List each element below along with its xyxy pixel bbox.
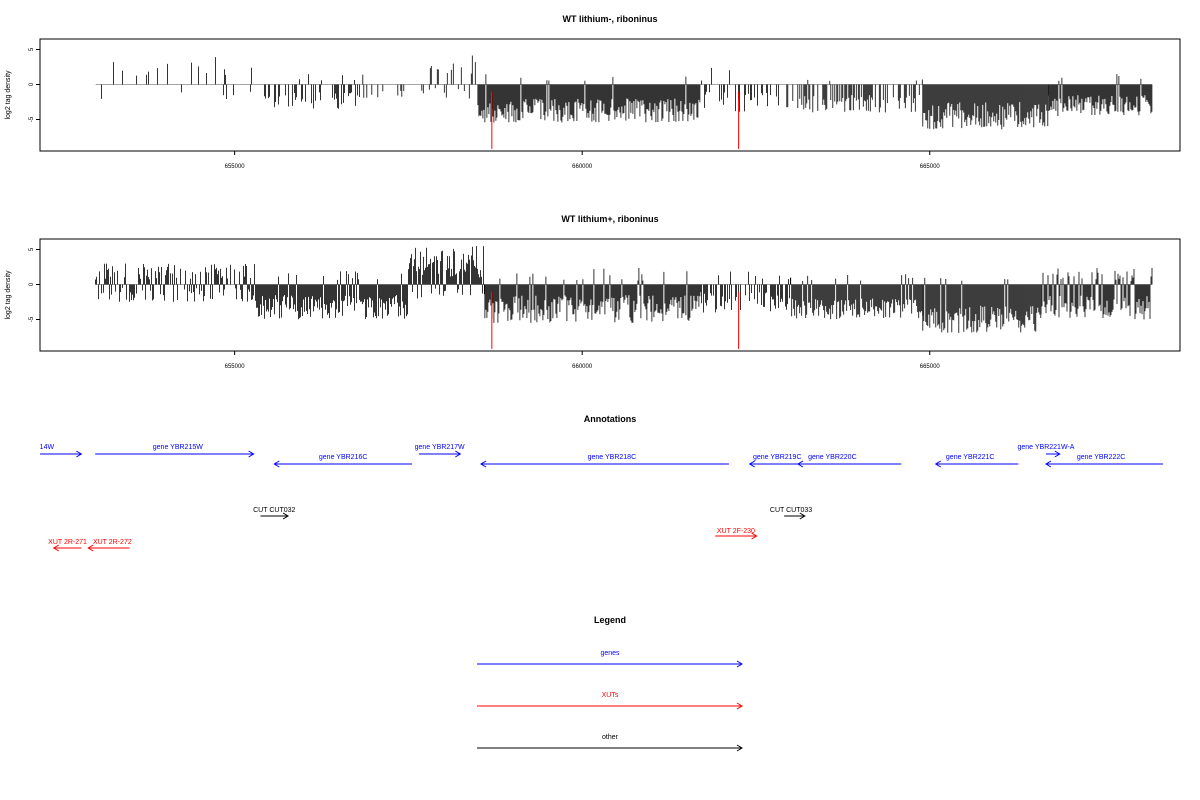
y-axis-label: log2 tag density: [5, 270, 12, 320]
x-tick-label: 665000: [920, 364, 941, 370]
x-tick-label: 655000: [225, 164, 246, 170]
arrow-head: [748, 460, 755, 468]
x-axis: 655000 660000 665000: [225, 151, 941, 170]
annotation-feature: XUT 2R-271: [48, 539, 87, 552]
arrow-head: [273, 460, 280, 468]
bars-group: [95, 55, 1153, 130]
feature-label: CUT CUT033: [770, 507, 812, 514]
panel-title: WT lithium+, riboninus: [561, 214, 658, 224]
legend-title: Legend: [594, 615, 626, 625]
panel-lithium-plus: WT lithium+, riboninus log2 tag density …: [5, 214, 1181, 370]
x-tick-label: 655000: [225, 364, 246, 370]
arrow-head: [796, 460, 804, 468]
annotation-feature: gene YBR215W: [95, 444, 255, 458]
legend-item: XUTs: [477, 692, 743, 710]
x-tick-label: 660000: [572, 164, 593, 170]
plot-frame: [39, 38, 1181, 152]
feature-label: gene YBR217W: [415, 444, 465, 451]
annotation-feature: gene YBR217W: [415, 444, 465, 458]
y-axis: 5 0 -5: [29, 247, 40, 322]
legend: Legend genes XUTs other: [477, 615, 743, 752]
bars-group: [95, 246, 1153, 333]
features-group: 14W gene YBR215W gene YBR216C gene YBR217W g…: [40, 444, 1164, 552]
arrow-head: [76, 450, 83, 458]
arrow-head: [248, 450, 255, 458]
markers-group: [491, 291, 740, 349]
legend-items: genes XUTs other: [477, 650, 743, 752]
legend-label: genes: [600, 650, 620, 657]
annotation-feature: XUT 2F-230: [715, 528, 758, 540]
arrow-head: [480, 460, 487, 468]
feature-label: gene YBR222C: [1077, 454, 1126, 461]
arrow-head: [751, 532, 758, 540]
panel-title: WT lithium-, riboninus: [563, 14, 658, 24]
x-tick-label: 660000: [572, 364, 593, 370]
annotation-feature: gene YBR220C: [796, 454, 902, 468]
annotations-track: Annotations 14W gene YBR215W gene YBR216C g…: [40, 414, 1164, 552]
y-tick-label: 5: [29, 247, 35, 251]
panel-lithium-minus: WT lithium-, riboninus log2 tag density …: [5, 14, 1181, 170]
feature-label: gene YBR220C: [808, 454, 857, 461]
annotation-feature: gene YBR222C: [1045, 454, 1164, 468]
legend-item: other: [477, 734, 743, 752]
arrow-head: [799, 512, 806, 520]
annotation-feature: gene YBR218C: [480, 454, 730, 468]
feature-label: gene YBR219C: [753, 454, 802, 461]
legend-arrow-head: [736, 702, 743, 710]
markers-group: [491, 91, 740, 149]
y-tick-label: 0: [29, 82, 35, 86]
legend-arrow-head: [736, 744, 743, 752]
y-tick-label: 0: [29, 282, 35, 286]
feature-label: gene YBR221W-A: [1017, 444, 1074, 451]
annotation-feature: gene YBR216C: [273, 454, 413, 468]
legend-label: XUTs: [602, 692, 619, 699]
y-tick-label: -5: [29, 116, 35, 122]
feature-label: gene YBR216C: [319, 454, 368, 461]
annotations-title: Annotations: [584, 414, 637, 424]
annotation-feature: gene YBR219C: [748, 454, 805, 468]
arrow-head: [87, 544, 94, 552]
arrow-head: [455, 450, 462, 458]
x-tick-label: 665000: [920, 164, 941, 170]
feature-label: CUT CUT032: [253, 507, 295, 514]
feature-label: XUT 2R-272: [93, 539, 132, 546]
feature-label: gene YBR215W: [153, 444, 203, 451]
annotation-feature: CUT CUT032: [253, 507, 296, 520]
annotation-feature: gene YBR221W-A: [1017, 444, 1075, 458]
feature-label: gene YBR221C: [946, 454, 995, 461]
feature-label: 14W: [40, 444, 55, 451]
y-axis: 5 0 -5: [29, 47, 40, 122]
feature-label: gene YBR218C: [588, 454, 637, 461]
y-axis-label: log2 tag density: [5, 70, 12, 120]
legend-label: other: [602, 734, 619, 741]
arrow-head: [1054, 450, 1061, 458]
x-axis: 655000 660000 665000: [225, 351, 941, 370]
arrow-head: [1045, 460, 1052, 468]
arrow-head: [934, 460, 941, 468]
y-tick-label: 5: [29, 47, 35, 51]
legend-item: genes: [477, 650, 743, 668]
legend-arrow-head: [736, 660, 743, 668]
feature-label: XUT 2F-230: [717, 528, 755, 535]
plot-frame: [39, 238, 1181, 352]
y-tick-label: -5: [29, 316, 35, 322]
arrow-head: [282, 512, 290, 520]
annotation-feature: CUT CUT033: [770, 507, 812, 520]
annotation-feature: gene YBR221C: [934, 454, 1019, 468]
arrow-head: [52, 544, 60, 552]
annotation-feature: 14W: [40, 444, 83, 458]
annotation-feature: XUT 2R-272: [87, 539, 132, 552]
feature-label: XUT 2R-271: [48, 539, 87, 546]
